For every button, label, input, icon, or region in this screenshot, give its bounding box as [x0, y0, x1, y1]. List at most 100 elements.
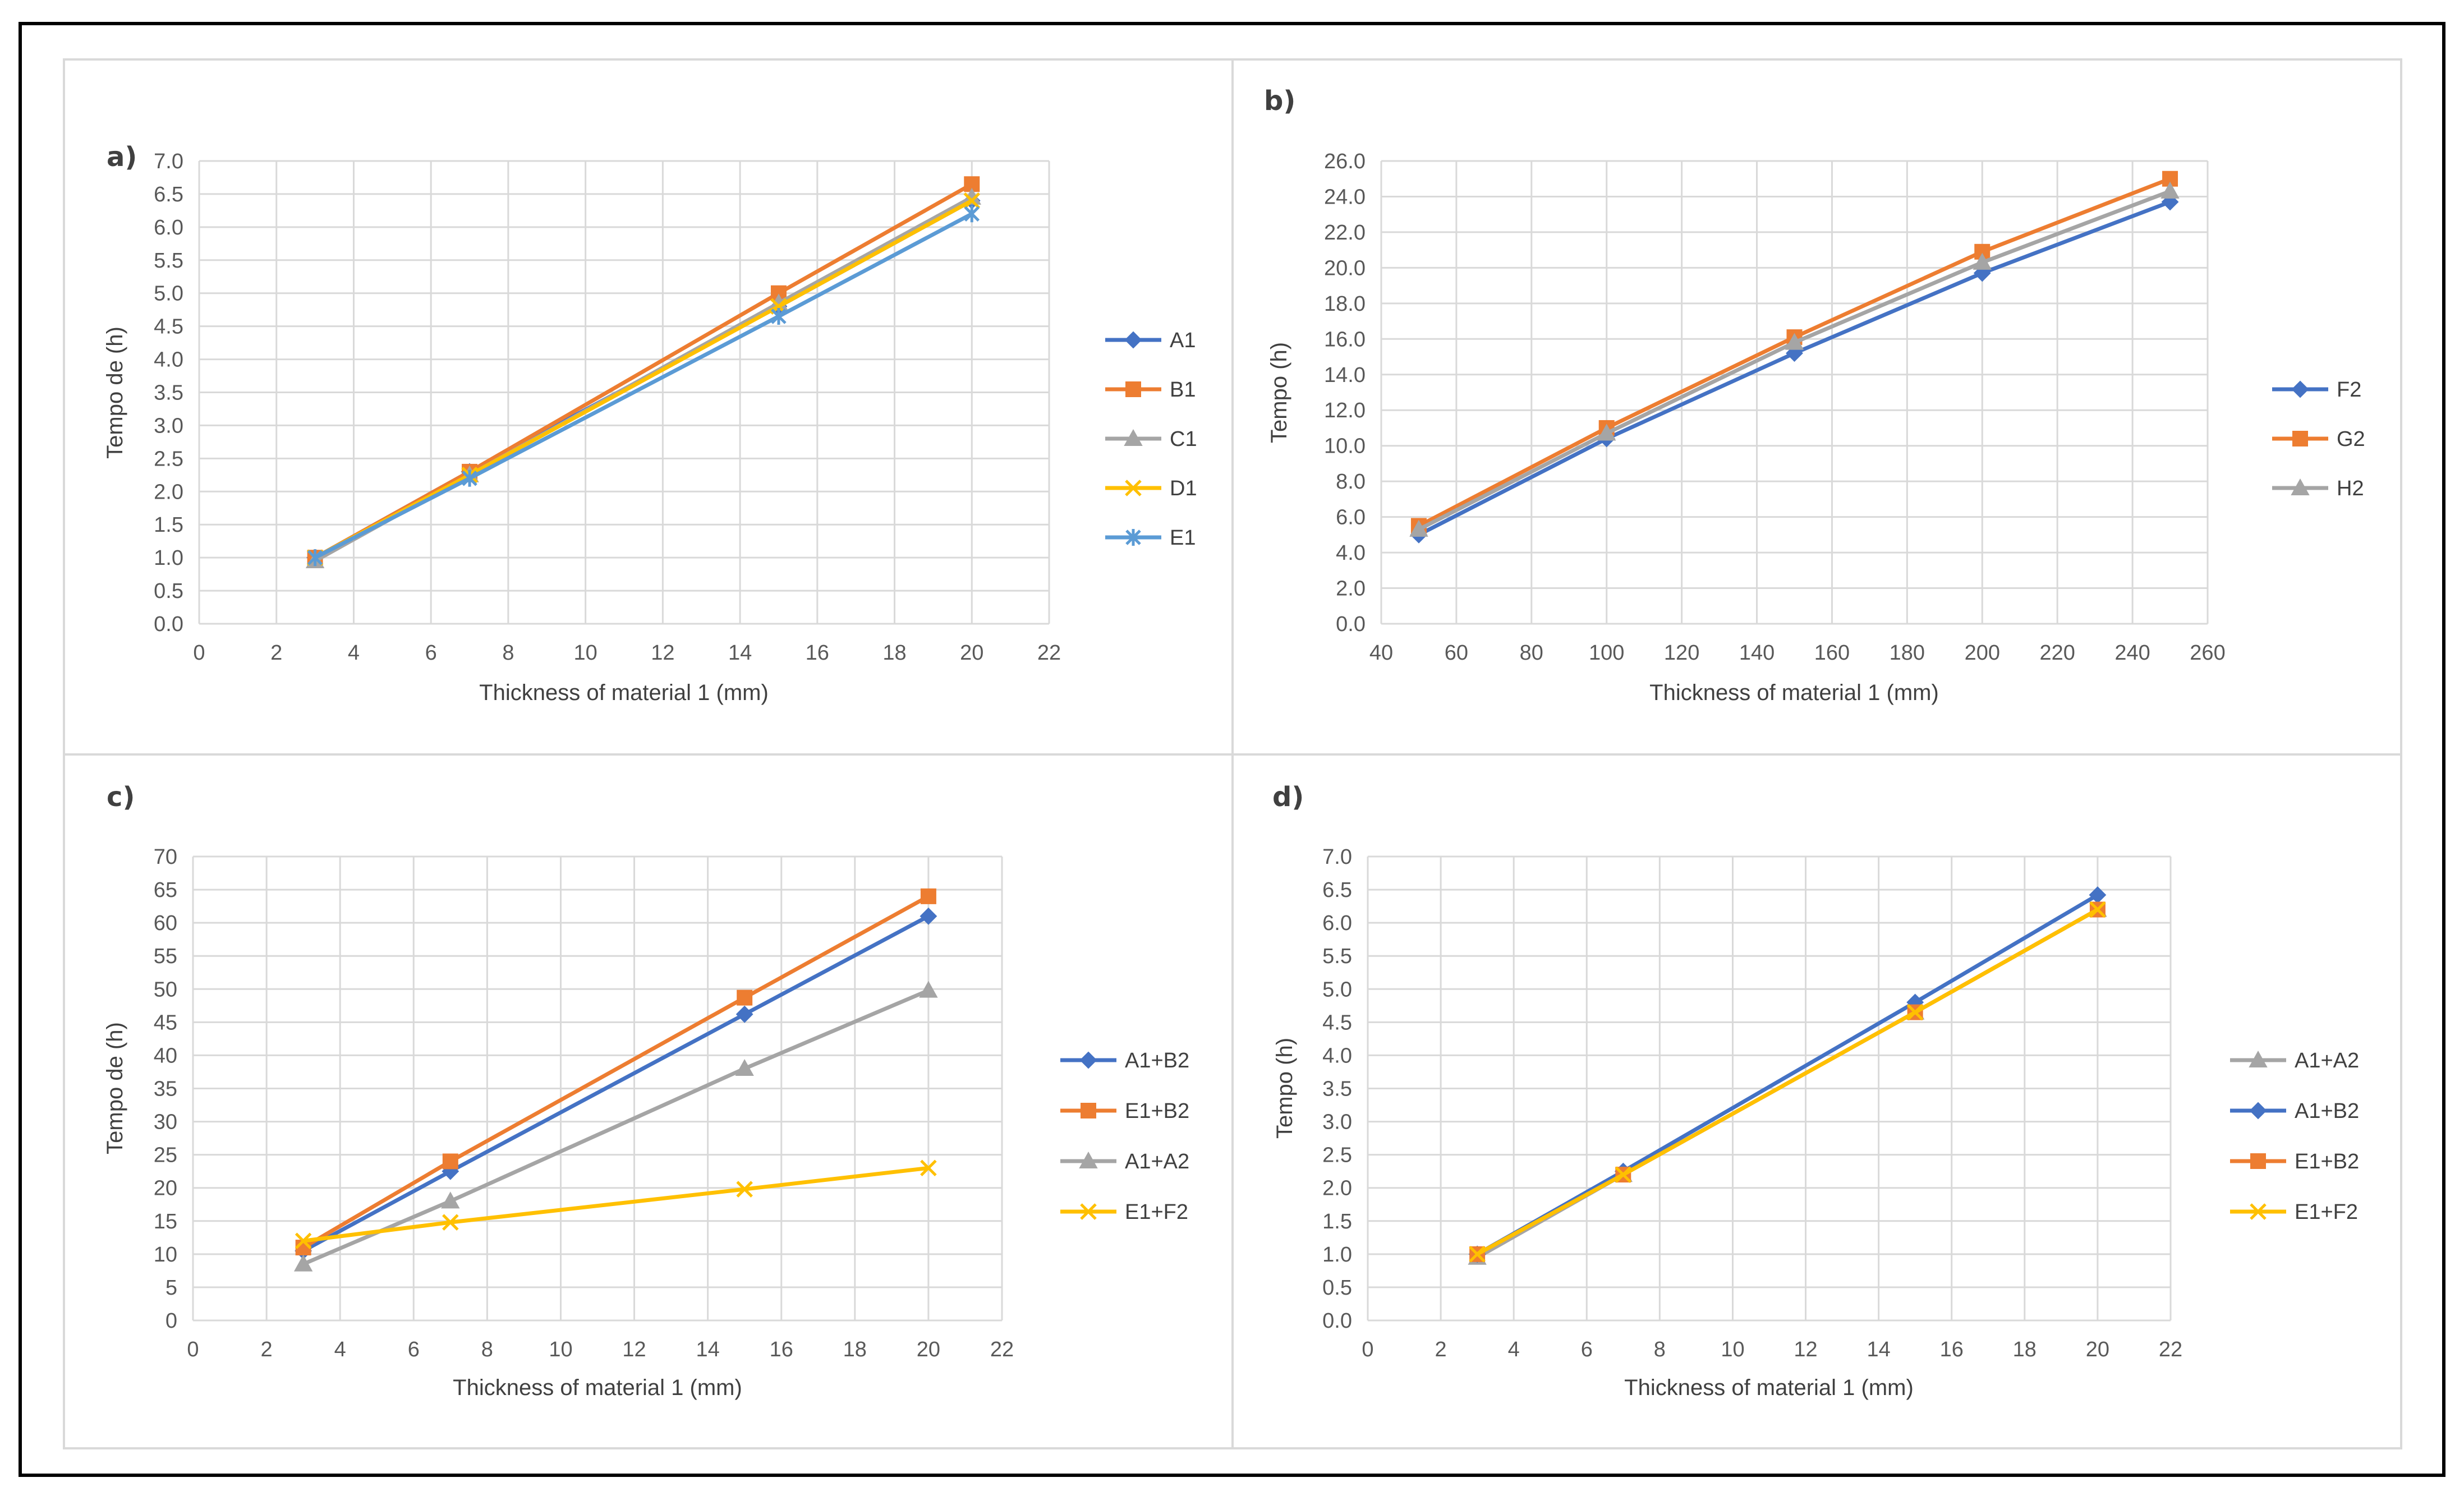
legend-entry: E1+F2 — [1060, 1200, 1188, 1224]
x-tick-label: 140 — [1739, 641, 1775, 665]
x-tick-label: 18 — [843, 1338, 867, 1361]
y-tick-label: 3.5 — [154, 381, 183, 405]
y-tick-label: 55 — [154, 945, 177, 968]
data-point — [771, 307, 787, 325]
y-tick-label: 15 — [154, 1210, 177, 1233]
legend-entry: D1 — [1105, 477, 1197, 500]
legend-label: E1+F2 — [1125, 1200, 1188, 1224]
data-point — [462, 469, 477, 487]
x-tick-label: 4 — [334, 1338, 346, 1361]
y-tick-label: 35 — [154, 1078, 177, 1101]
x-tick-label: 260 — [2190, 641, 2225, 665]
series-line — [313, 211, 974, 560]
series-line — [1475, 908, 2100, 1256]
legend-marker — [2291, 478, 2310, 495]
data-point — [2160, 181, 2180, 199]
y-tick-label: 12.0 — [1324, 399, 1366, 422]
legend-entry: A1 — [1105, 329, 1196, 352]
y-axis-title: Tempo (h) — [1267, 342, 1291, 443]
y-tick-label: 16.0 — [1324, 328, 1366, 351]
legend-marker — [2250, 1153, 2266, 1169]
x-tick-label: 18 — [2013, 1338, 2037, 1361]
x-tick-label: 10 — [549, 1338, 572, 1361]
y-tick-label: 4.5 — [154, 315, 183, 339]
x-tick-label: 6 — [425, 641, 437, 665]
y-tick-label: 8.0 — [1336, 470, 1366, 494]
x-tick-label: 240 — [2114, 641, 2150, 665]
x-tick-label: 14 — [728, 641, 752, 665]
x-tick-label: 10 — [573, 641, 597, 665]
data-point — [442, 1153, 458, 1170]
legend-entry: A1+B2 — [2230, 1099, 2359, 1123]
y-tick-label: 60 — [154, 912, 177, 935]
y-tick-label: 6.0 — [1336, 506, 1366, 530]
legend-label: F2 — [2337, 378, 2361, 402]
legend-marker — [2250, 1203, 2267, 1220]
x-tick-label: 4 — [1508, 1338, 1520, 1361]
data-point — [293, 1254, 313, 1272]
legend-entry: H2 — [2272, 477, 2364, 500]
x-tick-label: 12 — [1794, 1338, 1817, 1361]
x-tick-label: 22 — [990, 1338, 1014, 1361]
x-tick-label: 2 — [261, 1338, 273, 1361]
legend-entry: E1+F2 — [2230, 1200, 2358, 1224]
x-tick-label: 14 — [696, 1338, 719, 1361]
x-tick-label: 16 — [806, 641, 829, 665]
y-tick-label: 2.0 — [1322, 1177, 1352, 1200]
y-tick-label: 1.5 — [1322, 1210, 1352, 1233]
y-tick-label: 20 — [154, 1177, 177, 1200]
x-tick-label: 10 — [1721, 1338, 1744, 1361]
legend-entry: C1 — [1105, 427, 1197, 451]
data-point — [920, 888, 936, 904]
y-tick-label: 5.5 — [154, 249, 183, 273]
y-tick-label: 14.0 — [1324, 363, 1366, 387]
x-tick-label: 16 — [770, 1338, 793, 1361]
x-tick-label: 200 — [1965, 641, 2000, 665]
y-axis-title: Tempo (h) — [1272, 1038, 1297, 1139]
data-point — [1785, 333, 1804, 350]
legend-marker — [1079, 1051, 1097, 1069]
panel-b: b) 0.0 2.0 4.0 6.0 8.0 10.0 12.0 14.0 16.0 18.0 20.… — [1264, 85, 2365, 705]
series-e1-b2 — [295, 888, 936, 1256]
series-h2 — [1409, 181, 2180, 537]
legend-marker — [2249, 1102, 2267, 1120]
x-axis-title: Thickness of material 1 (mm) — [479, 680, 769, 705]
x-tick-label: 6 — [408, 1338, 420, 1361]
x-tick-label: 160 — [1814, 641, 1850, 665]
legend-marker — [2292, 431, 2308, 447]
legend-marker — [1081, 1103, 1096, 1118]
legend-marker — [1079, 1151, 1098, 1168]
y-tick-label: 4.0 — [1322, 1044, 1352, 1067]
y-tick-label: 7.0 — [154, 150, 183, 173]
x-tick-label: 6 — [1581, 1338, 1593, 1361]
data-point — [920, 907, 937, 925]
x-tick-label: 16 — [1940, 1338, 1964, 1361]
y-tick-label: 2.0 — [154, 480, 183, 504]
x-tick-label: 0 — [193, 641, 205, 665]
series-line — [301, 914, 931, 1253]
legend-label: D1 — [1170, 477, 1197, 500]
y-tick-label: 26.0 — [1324, 150, 1366, 173]
panel-label: c) — [107, 781, 135, 813]
y-tick-label: 20.0 — [1324, 256, 1366, 280]
y-tick-label: 0.5 — [1322, 1276, 1352, 1300]
legend-entry: A1+A2 — [1060, 1150, 1189, 1173]
panel-label: a) — [107, 141, 137, 173]
x-tick-label: 0 — [1362, 1338, 1373, 1361]
x-axis-title: Thickness of material 1 (mm) — [1624, 1375, 1914, 1400]
x-tick-label: 22 — [1037, 641, 1061, 665]
x-tick-label: 20 — [2086, 1338, 2109, 1361]
gridlines — [1367, 855, 2172, 1322]
legend-marker — [1125, 480, 1142, 496]
legend-entry: A1+A2 — [2230, 1049, 2359, 1072]
legend-entry: E1+B2 — [2230, 1150, 2359, 1173]
legend-label: A1+A2 — [1125, 1150, 1189, 1173]
y-tick-label: 6.0 — [154, 216, 183, 240]
y-tick-label: 1.0 — [1322, 1243, 1352, 1267]
legend-entry: E1 — [1105, 526, 1196, 550]
panel-c: c) 0 5 10 15 20 25 30 35 40 45 50 55 60 65 70 0 2 4 6 8 10 12 1… — [103, 781, 1189, 1400]
data-point — [964, 205, 980, 223]
y-tick-label: 5.0 — [154, 282, 183, 306]
y-tick-label: 6.0 — [1322, 912, 1352, 935]
series-e1-f2 — [295, 1159, 937, 1249]
